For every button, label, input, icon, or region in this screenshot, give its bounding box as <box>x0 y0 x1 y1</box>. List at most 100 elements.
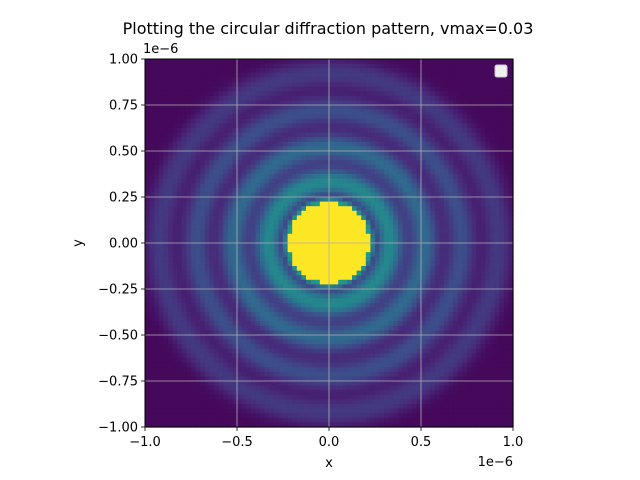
heatmap-cell <box>145 261 151 267</box>
heatmap-cell <box>347 339 353 345</box>
heatmap-cell <box>398 100 404 106</box>
heatmap-cell <box>283 86 289 92</box>
heatmap-cell <box>416 279 422 285</box>
heatmap-cell <box>177 307 183 313</box>
heatmap-cell <box>264 339 270 345</box>
heatmap-cell <box>315 289 321 295</box>
heatmap-cell <box>457 284 463 290</box>
heatmap-cell <box>356 307 362 313</box>
heatmap-cell <box>490 72 496 78</box>
heatmap-cell <box>227 233 233 239</box>
heatmap-cell <box>237 68 243 74</box>
heatmap-cell <box>393 82 399 88</box>
heatmap-cell <box>168 155 174 161</box>
heatmap-cell <box>214 151 220 157</box>
heatmap-cell <box>356 146 362 152</box>
heatmap-cell <box>264 178 270 184</box>
heatmap-cell <box>301 114 307 120</box>
heatmap-cell <box>370 72 376 78</box>
heatmap-cell <box>425 289 431 295</box>
heatmap-cell <box>416 91 422 97</box>
heatmap-cell <box>177 183 183 189</box>
heatmap-cell <box>398 141 404 147</box>
heatmap-cell <box>425 82 431 88</box>
heatmap-cell <box>329 261 335 267</box>
heatmap-cell <box>324 252 330 258</box>
heatmap-cell <box>186 68 192 74</box>
heatmap-cell <box>306 63 312 69</box>
heatmap-cell <box>273 224 279 230</box>
heatmap-cell <box>214 252 220 258</box>
heatmap-cell <box>416 132 422 138</box>
heatmap-cell <box>375 302 381 308</box>
heatmap-cell <box>241 339 247 345</box>
heatmap-cell <box>416 169 422 175</box>
heatmap-cell <box>246 321 252 327</box>
heatmap-cell <box>416 321 422 327</box>
heatmap-cell <box>227 206 233 212</box>
heatmap-cell <box>324 86 330 92</box>
heatmap-cell <box>163 330 169 336</box>
heatmap-cell <box>163 72 169 78</box>
heatmap-cell <box>232 275 238 281</box>
heatmap-cell <box>232 261 238 267</box>
heatmap-cell <box>255 330 261 336</box>
heatmap-cell <box>499 160 505 166</box>
heatmap-cell <box>370 330 376 336</box>
heatmap-cell <box>448 151 454 157</box>
heatmap-cell <box>227 114 233 120</box>
heatmap-cell <box>149 155 155 161</box>
heatmap-cell <box>411 270 417 276</box>
heatmap-cell <box>467 118 473 124</box>
heatmap-cell <box>177 293 183 299</box>
heatmap-cell <box>310 220 316 226</box>
heatmap-cell <box>333 192 339 198</box>
heatmap-cell <box>204 155 210 161</box>
heatmap-cell <box>241 261 247 267</box>
heatmap-cell <box>457 100 463 106</box>
heatmap-cell <box>476 72 482 78</box>
heatmap-cell <box>264 197 270 203</box>
heatmap-cell <box>407 95 413 101</box>
heatmap-cell <box>444 339 450 345</box>
heatmap-cell <box>333 261 339 267</box>
heatmap-cell <box>375 312 381 318</box>
heatmap-cell <box>264 183 270 189</box>
heatmap-cell <box>480 95 486 101</box>
heatmap-cell <box>352 192 358 198</box>
heatmap-cell <box>218 307 224 313</box>
heatmap-cell <box>154 183 160 189</box>
heatmap-cell <box>264 284 270 290</box>
heatmap-cell <box>398 238 404 244</box>
heatmap-cell <box>172 114 178 120</box>
heatmap-cell <box>209 82 215 88</box>
heatmap-cell <box>292 146 298 152</box>
heatmap-cell <box>200 233 206 239</box>
heatmap-cell <box>490 289 496 295</box>
heatmap-cell <box>191 233 197 239</box>
heatmap-cell <box>444 247 450 253</box>
heatmap-cell <box>296 238 302 244</box>
heatmap-cell <box>154 151 160 157</box>
heatmap-cell <box>186 132 192 138</box>
heatmap-cell <box>333 316 339 322</box>
heatmap-cell <box>402 339 408 345</box>
heatmap-cell <box>480 68 486 74</box>
heatmap-cell <box>310 224 316 230</box>
heatmap-cell <box>352 59 358 65</box>
heatmap-cell <box>200 187 206 193</box>
heatmap-cell <box>315 123 321 129</box>
heatmap-cell <box>347 215 353 221</box>
heatmap-cell <box>439 160 445 166</box>
heatmap-cell <box>365 302 371 308</box>
heatmap-cell <box>379 114 385 120</box>
heatmap-cell <box>480 270 486 276</box>
heatmap-cell <box>186 100 192 106</box>
heatmap-cell <box>278 86 284 92</box>
heatmap-cell <box>214 256 220 262</box>
heatmap-cell <box>191 302 197 308</box>
heatmap-cell <box>476 100 482 106</box>
heatmap-cell <box>421 307 427 313</box>
heatmap-cell <box>503 298 509 304</box>
heatmap-cell <box>370 164 376 170</box>
